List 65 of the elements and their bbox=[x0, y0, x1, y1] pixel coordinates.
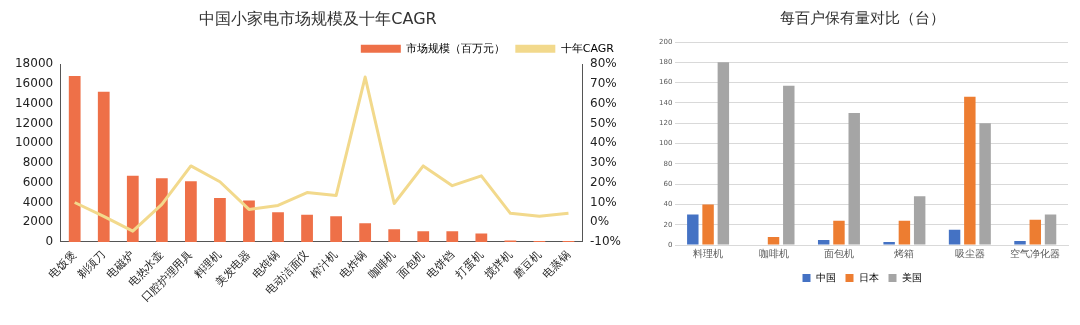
y2-tick-label: -10% bbox=[590, 234, 622, 249]
bar bbox=[817, 239, 830, 245]
bar bbox=[1014, 240, 1026, 245]
bar bbox=[783, 85, 795, 245]
bar bbox=[243, 200, 255, 242]
y-tick-label: 16000 bbox=[14, 76, 54, 91]
bar bbox=[126, 175, 139, 242]
y-tick-label: 2000 bbox=[22, 214, 54, 229]
x-tick-label: 料理机 bbox=[693, 247, 724, 259]
bar bbox=[155, 178, 168, 242]
y2-tick-label: 70% bbox=[590, 76, 617, 91]
bar bbox=[272, 212, 284, 242]
bar bbox=[446, 231, 459, 242]
y-tick-label: 12000 bbox=[14, 115, 54, 130]
x-tick-label: 烤箱 bbox=[894, 247, 915, 259]
bar bbox=[214, 198, 226, 242]
y2-tick-label: 20% bbox=[590, 174, 617, 189]
bar bbox=[913, 196, 926, 245]
legend-label: 美国 bbox=[901, 271, 922, 283]
x-tick-label: 空气净化器 bbox=[1010, 247, 1061, 259]
bar bbox=[883, 241, 895, 245]
bar bbox=[330, 216, 342, 242]
bar bbox=[898, 220, 911, 245]
bar bbox=[702, 204, 714, 245]
bar bbox=[848, 113, 860, 245]
y-tick-label: 8000 bbox=[22, 155, 54, 170]
bar bbox=[185, 181, 197, 242]
bar bbox=[767, 236, 780, 245]
y-tick-label: 18000 bbox=[14, 56, 54, 71]
y2-tick-label: 0% bbox=[590, 214, 610, 229]
y-tick-label: 4000 bbox=[22, 194, 54, 209]
bar bbox=[388, 229, 401, 242]
bar bbox=[948, 229, 961, 245]
y-tick-label: 0 bbox=[45, 234, 54, 249]
bar bbox=[417, 231, 430, 242]
y2-tick-label: 60% bbox=[590, 95, 617, 110]
legend-label: 中国 bbox=[815, 271, 836, 283]
bar bbox=[1029, 219, 1042, 245]
legend-label: 市场规模（百万元） bbox=[406, 41, 506, 55]
x-tick-label: 咖啡机 bbox=[758, 247, 789, 259]
chart-title: 每百户保有量对比（台） bbox=[779, 8, 945, 27]
bar bbox=[1044, 214, 1057, 245]
chart-title: 中国小家电市场规模及十年CAGR bbox=[199, 8, 437, 28]
x-tick-label: 面包机 bbox=[823, 247, 854, 259]
y-tick-label: 6000 bbox=[22, 174, 54, 189]
bar bbox=[359, 223, 372, 242]
x-tick-label: 吸尘器 bbox=[954, 247, 985, 259]
y2-tick-label: 10% bbox=[590, 194, 617, 209]
y-tick-label: 10000 bbox=[14, 135, 54, 150]
legend-label: 日本 bbox=[858, 271, 879, 283]
bar bbox=[475, 233, 488, 242]
bar bbox=[717, 62, 730, 245]
y2-tick-label: 40% bbox=[590, 135, 617, 150]
y2-tick-label: 50% bbox=[590, 115, 617, 130]
legend-label: 十年CAGR bbox=[560, 41, 615, 55]
y2-tick-label: 30% bbox=[590, 155, 617, 170]
bar bbox=[68, 76, 81, 242]
y-tick-label: 14000 bbox=[14, 95, 54, 110]
bar bbox=[833, 220, 845, 245]
bar bbox=[687, 214, 699, 245]
bar bbox=[301, 214, 313, 242]
bar bbox=[97, 91, 110, 242]
y2-tick-label: 80% bbox=[590, 56, 617, 71]
bar bbox=[979, 123, 991, 245]
bar bbox=[964, 96, 976, 245]
